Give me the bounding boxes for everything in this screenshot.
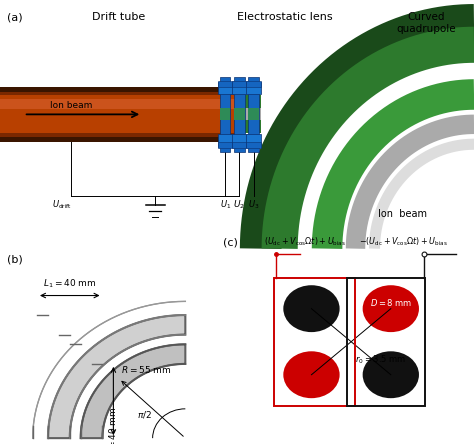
Circle shape bbox=[283, 285, 339, 332]
Bar bbox=[218, 142, 233, 148]
Text: $R=55\ \rm mm$: $R=55\ \rm mm$ bbox=[121, 364, 172, 375]
Text: $L_2=40\ \rm mm$: $L_2=40\ \rm mm$ bbox=[107, 407, 119, 444]
Bar bbox=[246, 82, 261, 95]
Bar bbox=[232, 82, 247, 95]
Text: $\pi/2$: $\pi/2$ bbox=[137, 409, 152, 420]
Bar bbox=[248, 77, 259, 152]
Circle shape bbox=[363, 351, 419, 398]
Text: (c): (c) bbox=[223, 237, 238, 247]
Text: $U_2$: $U_2$ bbox=[233, 199, 246, 211]
Bar bbox=[237, 95, 261, 133]
Bar bbox=[0, 95, 237, 133]
Polygon shape bbox=[81, 345, 185, 438]
Text: Ion beam: Ion beam bbox=[50, 101, 92, 111]
Bar bbox=[232, 81, 247, 87]
Bar bbox=[218, 82, 233, 95]
Text: $-(U_{\rm dc}+V_{\rm cos}\Omega t)+U_{\rm bias}$: $-(U_{\rm dc}+V_{\rm cos}\Omega t)+U_{\r… bbox=[359, 235, 447, 248]
Bar bbox=[347, 278, 425, 406]
Bar bbox=[246, 81, 261, 87]
Text: $r_0=3.5\ \rm mm$: $r_0=3.5\ \rm mm$ bbox=[355, 353, 406, 366]
Text: $(U_{\rm dc}+V_{\rm cos}\Omega t)+U_{\rm bias}$: $(U_{\rm dc}+V_{\rm cos}\Omega t)+U_{\rm… bbox=[264, 235, 346, 248]
Bar bbox=[234, 77, 245, 152]
Bar bbox=[246, 142, 261, 148]
Bar bbox=[246, 134, 261, 147]
Text: (b): (b) bbox=[7, 254, 22, 265]
Bar bbox=[234, 108, 245, 120]
Text: $U_1$: $U_1$ bbox=[219, 199, 231, 211]
Bar bbox=[232, 134, 247, 147]
Bar bbox=[218, 81, 233, 87]
Bar bbox=[0, 87, 237, 142]
Text: $D=8\ \rm mm$: $D=8\ \rm mm$ bbox=[370, 297, 412, 308]
Text: Curved
quadrupole: Curved quadrupole bbox=[397, 12, 456, 34]
Text: $L_1=40\ \rm mm$: $L_1=40\ \rm mm$ bbox=[43, 277, 97, 289]
Text: Ion  beam: Ion beam bbox=[378, 209, 428, 219]
Bar bbox=[274, 278, 355, 406]
Text: (a): (a) bbox=[7, 12, 23, 23]
Text: Electrostatic lens: Electrostatic lens bbox=[237, 12, 332, 23]
Bar bbox=[248, 108, 259, 120]
Circle shape bbox=[283, 351, 339, 398]
Text: Drift tube: Drift tube bbox=[92, 12, 145, 23]
Bar bbox=[220, 77, 230, 152]
Text: $U_3$: $U_3$ bbox=[248, 199, 259, 211]
Bar bbox=[0, 99, 237, 109]
Bar bbox=[0, 92, 237, 137]
Bar bbox=[220, 108, 230, 120]
Text: $U_{\rm drift}$: $U_{\rm drift}$ bbox=[52, 199, 72, 211]
Circle shape bbox=[363, 285, 419, 332]
Bar bbox=[237, 108, 261, 120]
Polygon shape bbox=[48, 315, 185, 438]
Bar bbox=[232, 142, 247, 148]
Bar bbox=[218, 134, 233, 147]
